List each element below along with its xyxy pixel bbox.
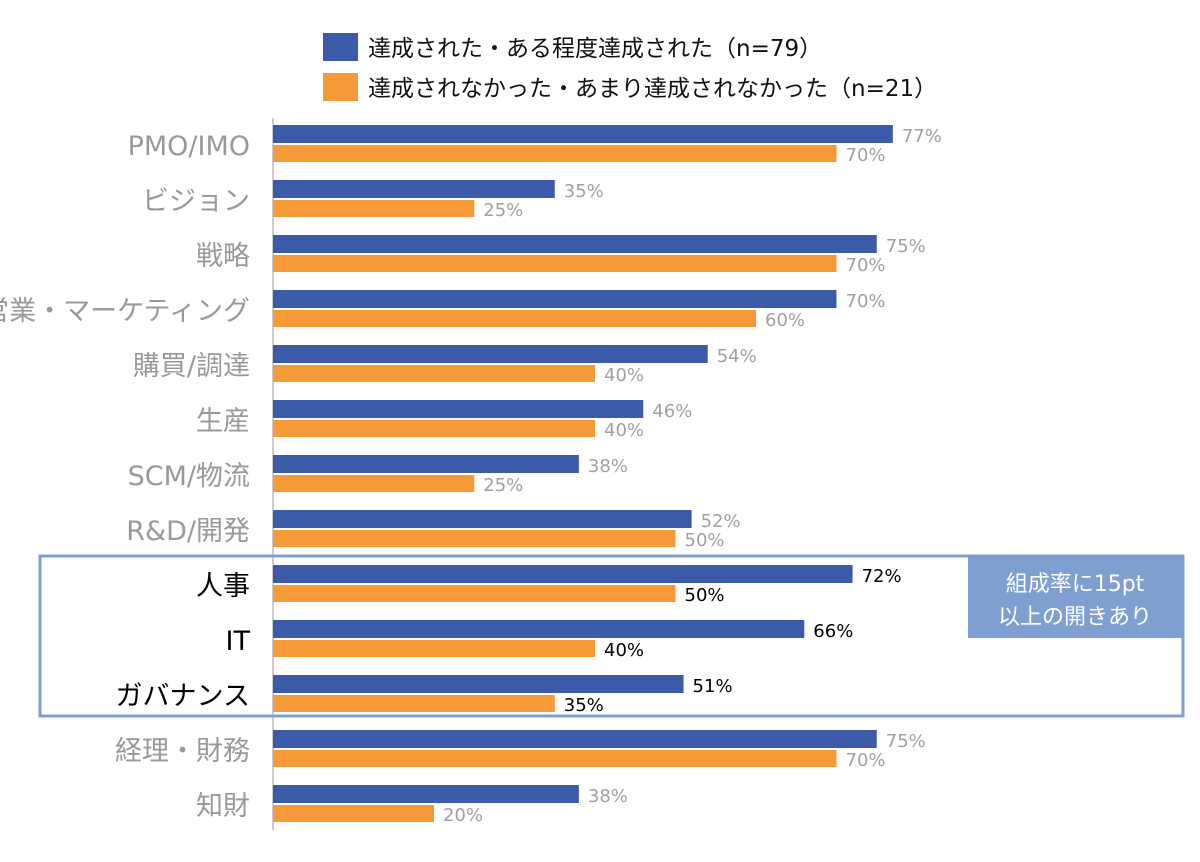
value-label: 75% <box>886 236 926 257</box>
value-label: 46% <box>652 401 692 422</box>
value-label: 38% <box>588 786 628 807</box>
category-label: SCM/物流 <box>128 461 250 492</box>
category-label: 営業・マーケティング <box>0 296 250 327</box>
bar-not-achieved <box>273 805 434 822</box>
category-label: ビジョン <box>142 186 250 217</box>
bar-achieved <box>273 730 877 748</box>
bar-achieved <box>273 510 692 528</box>
bar-not-achieved <box>273 255 837 272</box>
value-label: 25% <box>483 475 523 496</box>
bar-not-achieved <box>273 695 555 712</box>
value-label: 35% <box>564 695 604 716</box>
annotation-line2: 以上の開きあり <box>998 605 1152 630</box>
bar-not-achieved <box>273 145 837 162</box>
category-label: 購買/調達 <box>133 351 250 382</box>
legend-label-not-achieved: 達成されなかった・あまり達成されなかった（n=21） <box>368 76 937 102</box>
category-label: ガバナンス <box>116 681 250 712</box>
bar-not-achieved <box>273 420 595 437</box>
value-label: 20% <box>443 805 483 826</box>
value-label: 35% <box>564 181 604 202</box>
value-label: 77% <box>902 126 942 147</box>
bar-not-achieved <box>273 530 676 547</box>
bar-not-achieved <box>273 365 595 382</box>
value-label: 72% <box>862 566 902 587</box>
bar-achieved <box>273 290 837 308</box>
bar-not-achieved <box>273 200 475 217</box>
category-label: IT <box>226 626 251 657</box>
bar-achieved <box>273 400 644 418</box>
value-label: 40% <box>604 420 644 441</box>
bar-achieved <box>273 345 708 363</box>
value-label: 40% <box>604 640 644 661</box>
bar-not-achieved <box>273 310 756 327</box>
bar-not-achieved <box>273 640 595 657</box>
category-label: R&D/開発 <box>126 516 250 547</box>
category-label: PMO/IMO <box>128 131 250 162</box>
value-label: 38% <box>588 456 628 477</box>
value-label: 70% <box>846 750 886 771</box>
bar-not-achieved <box>273 475 475 492</box>
value-label: 25% <box>483 200 523 221</box>
bar-achieved <box>273 125 893 143</box>
annotation-box <box>968 556 1183 638</box>
category-label: 人事 <box>196 571 250 602</box>
value-label: 70% <box>846 145 886 166</box>
value-label: 66% <box>813 621 853 642</box>
bar-achieved <box>273 675 684 693</box>
value-label: 54% <box>717 346 757 367</box>
value-label: 50% <box>685 530 725 551</box>
value-label: 70% <box>846 291 886 312</box>
annotation-line1: 組成率に15pt <box>1006 572 1145 597</box>
value-label: 51% <box>693 676 733 697</box>
bar-achieved <box>273 620 805 638</box>
bar-achieved <box>273 235 877 253</box>
value-label: 75% <box>886 731 926 752</box>
category-label: 生産 <box>196 406 250 437</box>
category-label: 戦略 <box>196 241 250 272</box>
bar-achieved <box>273 785 579 803</box>
bar-achieved <box>273 565 853 583</box>
legend-swatch-blue <box>323 33 358 61</box>
category-label: 知財 <box>196 791 250 822</box>
bar-not-achieved <box>273 750 837 767</box>
value-label: 40% <box>604 365 644 386</box>
legend-swatch-orange <box>323 73 358 101</box>
bar-not-achieved <box>273 585 676 602</box>
value-label: 60% <box>765 310 805 331</box>
legend: 達成された・ある程度達成された（n=79） 達成されなかった・あまり達成されなか… <box>323 33 937 102</box>
value-label: 70% <box>846 255 886 276</box>
category-label: 経理・財務 <box>115 736 250 767</box>
bar-achieved <box>273 180 555 198</box>
value-label: 50% <box>685 585 725 606</box>
value-label: 52% <box>701 511 741 532</box>
legend-label-achieved: 達成された・ある程度達成された（n=79） <box>368 36 822 62</box>
bar-achieved <box>273 455 579 473</box>
